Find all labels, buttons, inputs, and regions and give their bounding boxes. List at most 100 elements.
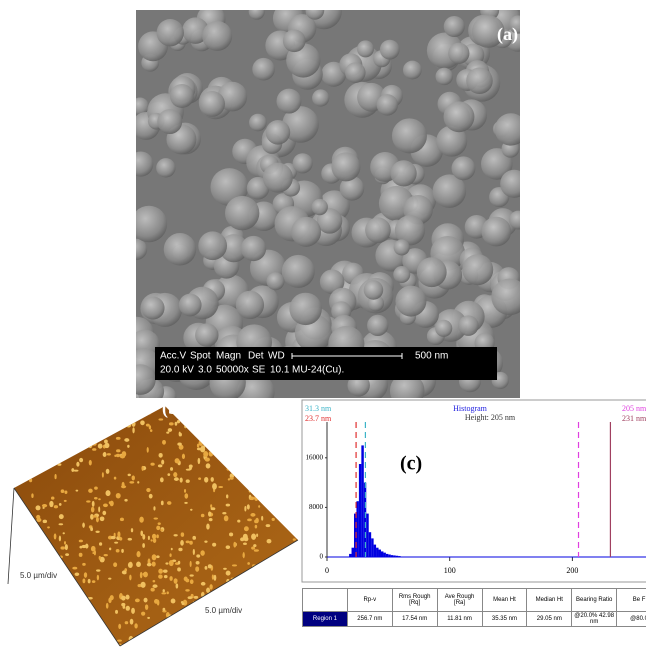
bump bbox=[169, 560, 174, 566]
bump bbox=[272, 465, 277, 468]
bump bbox=[204, 477, 208, 483]
bump bbox=[119, 537, 122, 540]
bump bbox=[214, 575, 217, 581]
bump bbox=[61, 456, 63, 460]
bump bbox=[19, 458, 23, 463]
bump bbox=[207, 438, 211, 443]
bump bbox=[39, 533, 42, 537]
cell: 35.35 nm bbox=[482, 612, 527, 627]
bump bbox=[185, 589, 189, 591]
bump bbox=[286, 452, 291, 458]
roughness-table: Rp-v Rms Rough [Rq] Ave Rough [Ra] Mean … bbox=[302, 588, 646, 627]
bump bbox=[12, 553, 16, 558]
bump bbox=[90, 527, 93, 531]
bump bbox=[88, 412, 93, 415]
info-value: 10.1 bbox=[270, 365, 290, 376]
panel-label: (a) bbox=[497, 24, 518, 45]
bump bbox=[146, 488, 150, 492]
bump bbox=[98, 498, 101, 500]
bump bbox=[294, 599, 297, 605]
bump bbox=[16, 646, 20, 649]
bump bbox=[17, 523, 20, 527]
bump bbox=[70, 421, 74, 423]
grain bbox=[331, 152, 360, 181]
bump bbox=[249, 489, 251, 492]
bump bbox=[273, 436, 276, 438]
bump bbox=[115, 610, 118, 614]
grain bbox=[170, 84, 194, 108]
bump bbox=[184, 493, 188, 498]
bump bbox=[203, 451, 208, 457]
bump bbox=[229, 532, 233, 536]
bump bbox=[156, 555, 159, 558]
bump bbox=[265, 413, 269, 416]
bump bbox=[19, 477, 23, 481]
bump bbox=[142, 573, 146, 575]
bump bbox=[88, 489, 93, 493]
bump bbox=[204, 540, 207, 542]
bump bbox=[139, 517, 144, 523]
bump bbox=[163, 569, 168, 572]
bump bbox=[63, 532, 65, 534]
bump bbox=[79, 546, 82, 549]
bump bbox=[259, 426, 263, 430]
bump bbox=[272, 518, 275, 521]
bump bbox=[103, 504, 108, 508]
bump bbox=[92, 636, 95, 642]
grain bbox=[509, 211, 528, 230]
bump bbox=[253, 615, 258, 618]
bump bbox=[94, 423, 96, 428]
bump bbox=[182, 454, 185, 459]
bump bbox=[282, 556, 285, 559]
page: Acc.V Spot Magn Det WD 20.0 kV 3.0 50000… bbox=[0, 0, 646, 652]
bump bbox=[175, 422, 178, 426]
bump bbox=[216, 597, 219, 603]
bump bbox=[299, 644, 302, 648]
bump bbox=[223, 568, 227, 570]
bump bbox=[186, 541, 190, 544]
bump bbox=[97, 438, 101, 441]
bump bbox=[151, 588, 155, 592]
bump bbox=[259, 454, 262, 460]
bump bbox=[184, 425, 187, 429]
bump bbox=[109, 548, 111, 551]
bump bbox=[151, 539, 153, 541]
bar bbox=[379, 550, 381, 557]
bump bbox=[156, 534, 159, 538]
bump bbox=[266, 497, 271, 501]
bump bbox=[272, 425, 275, 431]
bump bbox=[161, 460, 164, 465]
bump bbox=[80, 632, 84, 636]
grain bbox=[276, 89, 301, 114]
bump bbox=[35, 605, 38, 611]
bump bbox=[177, 420, 180, 423]
bump bbox=[223, 597, 227, 603]
grain bbox=[249, 4, 265, 20]
bump bbox=[132, 421, 136, 427]
bump bbox=[260, 574, 264, 576]
bump bbox=[169, 553, 171, 557]
bump bbox=[177, 567, 181, 571]
bump bbox=[95, 531, 99, 533]
grain bbox=[395, 286, 426, 317]
bump bbox=[37, 594, 41, 597]
bump bbox=[290, 424, 292, 428]
info-header: Spot bbox=[190, 351, 211, 362]
bump bbox=[201, 445, 205, 448]
grain bbox=[125, 364, 156, 395]
bump bbox=[232, 411, 234, 414]
bump bbox=[242, 643, 246, 648]
bump bbox=[96, 517, 99, 522]
bump bbox=[209, 599, 212, 602]
bump bbox=[68, 638, 72, 642]
bump bbox=[123, 571, 126, 574]
bump bbox=[291, 514, 294, 520]
bump bbox=[289, 637, 292, 643]
bump bbox=[21, 613, 24, 619]
bump bbox=[169, 576, 172, 581]
bump bbox=[126, 606, 130, 611]
bump bbox=[17, 548, 20, 551]
bump bbox=[116, 493, 121, 498]
bump bbox=[88, 579, 91, 584]
bump bbox=[140, 420, 145, 425]
